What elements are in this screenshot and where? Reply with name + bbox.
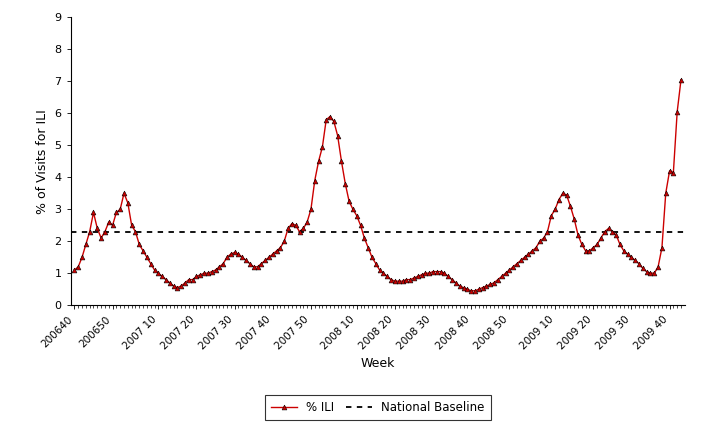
% ILI <box>70 267 78 272</box>
% ILI <box>650 271 659 276</box>
% ILI <box>242 258 251 263</box>
% ILI <box>406 277 414 282</box>
Y-axis label: % of Visits for ILI: % of Visits for ILI <box>36 109 49 214</box>
% ILI <box>570 216 578 221</box>
% ILI <box>677 77 686 82</box>
National Baseline <box>74 229 83 234</box>
National Baseline <box>70 229 78 234</box>
% ILI <box>463 286 472 292</box>
Legend: % ILI, National Baseline: % ILI, National Baseline <box>265 395 491 420</box>
% ILI <box>192 274 201 279</box>
Line: % ILI: % ILI <box>72 77 683 293</box>
% ILI <box>467 288 475 293</box>
X-axis label: Week: Week <box>361 357 395 370</box>
